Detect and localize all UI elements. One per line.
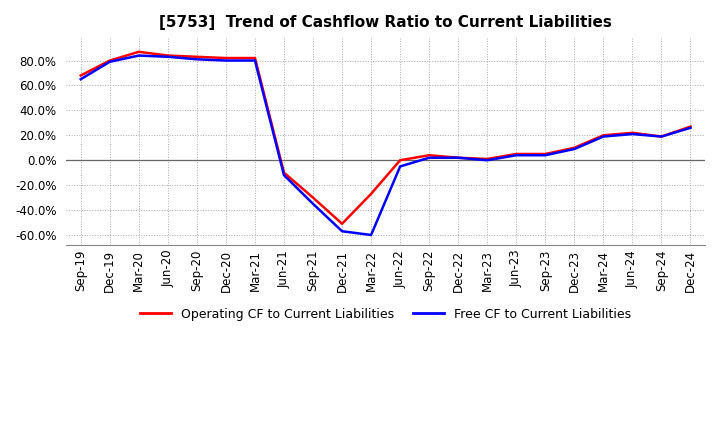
Operating CF to Current Liabilities xyxy=(454,155,462,160)
Operating CF to Current Liabilities xyxy=(599,133,608,138)
Operating CF to Current Liabilities xyxy=(686,124,695,129)
Operating CF to Current Liabilities xyxy=(338,221,346,227)
Operating CF to Current Liabilities xyxy=(309,195,318,200)
Operating CF to Current Liabilities xyxy=(657,134,666,139)
Free CF to Current Liabilities xyxy=(483,158,492,163)
Free CF to Current Liabilities xyxy=(570,147,579,152)
Free CF to Current Liabilities xyxy=(454,155,462,160)
Free CF to Current Liabilities xyxy=(309,201,318,206)
Operating CF to Current Liabilities xyxy=(279,170,288,175)
Free CF to Current Liabilities xyxy=(135,53,143,58)
Operating CF to Current Liabilities xyxy=(76,73,85,78)
Free CF to Current Liabilities xyxy=(628,132,636,137)
Free CF to Current Liabilities xyxy=(512,153,521,158)
Free CF to Current Liabilities xyxy=(279,172,288,178)
Free CF to Current Liabilities xyxy=(192,57,201,62)
Free CF to Current Liabilities xyxy=(599,134,608,139)
Title: [5753]  Trend of Cashflow Ratio to Current Liabilities: [5753] Trend of Cashflow Ratio to Curren… xyxy=(159,15,612,30)
Free CF to Current Liabilities xyxy=(396,164,405,169)
Free CF to Current Liabilities xyxy=(105,59,114,64)
Free CF to Current Liabilities xyxy=(251,58,259,63)
Operating CF to Current Liabilities xyxy=(541,151,549,157)
Operating CF to Current Liabilities xyxy=(512,151,521,157)
Operating CF to Current Liabilities xyxy=(105,58,114,63)
Operating CF to Current Liabilities xyxy=(192,54,201,59)
Free CF to Current Liabilities xyxy=(541,153,549,158)
Operating CF to Current Liabilities xyxy=(396,158,405,163)
Operating CF to Current Liabilities xyxy=(366,191,375,197)
Operating CF to Current Liabilities xyxy=(628,130,636,136)
Operating CF to Current Liabilities xyxy=(222,55,230,61)
Free CF to Current Liabilities xyxy=(76,77,85,82)
Legend: Operating CF to Current Liabilities, Free CF to Current Liabilities: Operating CF to Current Liabilities, Fre… xyxy=(135,303,636,326)
Operating CF to Current Liabilities xyxy=(425,153,433,158)
Free CF to Current Liabilities xyxy=(686,125,695,131)
Operating CF to Current Liabilities xyxy=(251,55,259,61)
Free CF to Current Liabilities xyxy=(425,155,433,160)
Free CF to Current Liabilities xyxy=(222,58,230,63)
Free CF to Current Liabilities xyxy=(338,229,346,234)
Free CF to Current Liabilities xyxy=(163,54,172,59)
Operating CF to Current Liabilities xyxy=(570,145,579,150)
Free CF to Current Liabilities xyxy=(366,232,375,238)
Free CF to Current Liabilities xyxy=(657,134,666,139)
Operating CF to Current Liabilities xyxy=(483,156,492,161)
Operating CF to Current Liabilities xyxy=(135,49,143,55)
Line: Free CF to Current Liabilities: Free CF to Current Liabilities xyxy=(81,55,690,235)
Operating CF to Current Liabilities xyxy=(163,53,172,58)
Line: Operating CF to Current Liabilities: Operating CF to Current Liabilities xyxy=(81,52,690,224)
